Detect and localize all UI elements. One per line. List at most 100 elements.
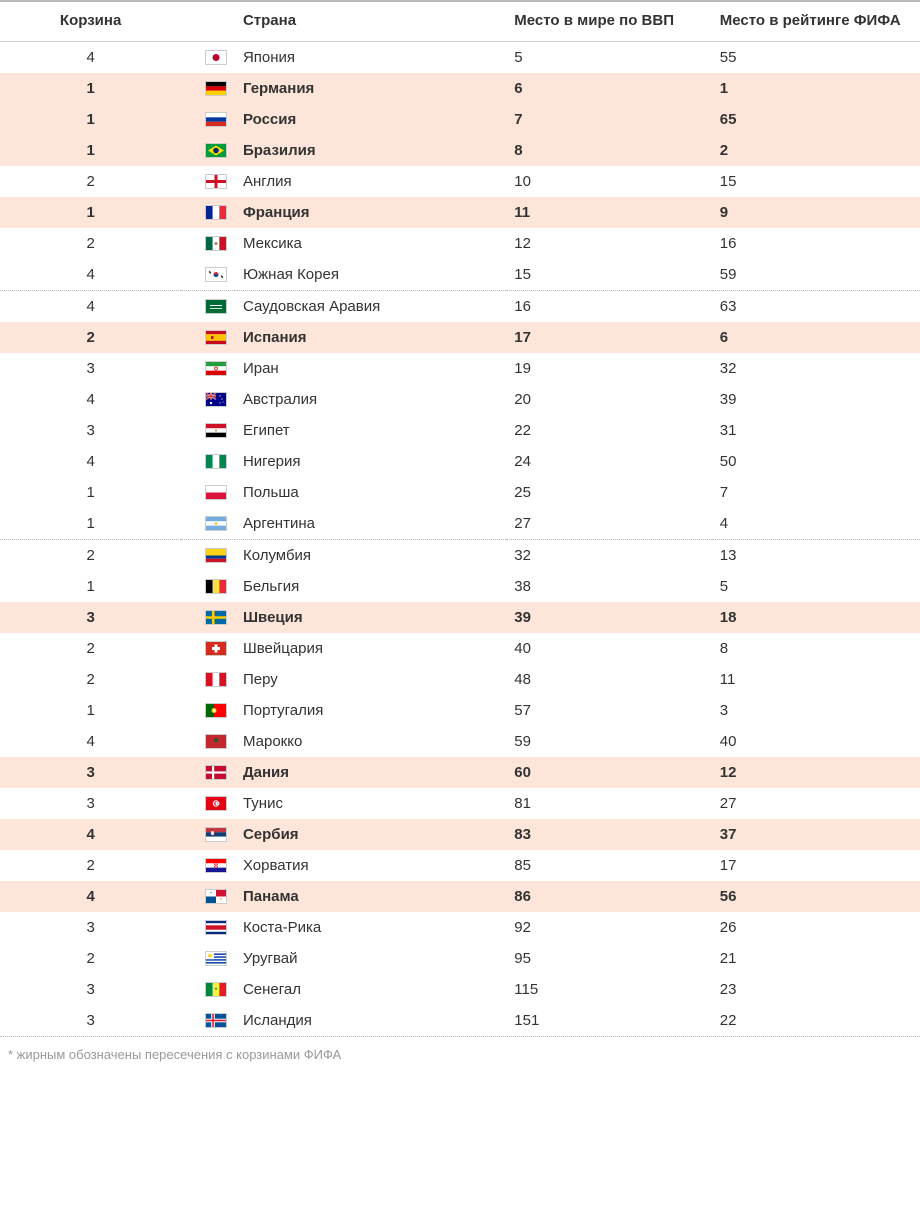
table-row: 3Тунис8127 — [0, 788, 920, 819]
cell-fifa: 8 — [712, 633, 920, 664]
cell-gdp: 38 — [506, 571, 711, 602]
cell-country: Польша — [235, 477, 506, 508]
header-row: Корзина Страна Место в мире по ВВП Место… — [0, 1, 920, 41]
flag-icon — [205, 889, 227, 904]
cell-flag — [181, 757, 235, 788]
cell-gdp: 92 — [506, 912, 711, 943]
cell-country: Австралия — [235, 384, 506, 415]
cell-pot: 2 — [0, 850, 181, 881]
cell-flag — [181, 571, 235, 602]
cell-country: Португалия — [235, 695, 506, 726]
cell-pot: 1 — [0, 135, 181, 166]
cell-flag — [181, 477, 235, 508]
cell-gdp: 12 — [506, 228, 711, 259]
table-row: 4Нигерия2450 — [0, 446, 920, 477]
cell-pot: 4 — [0, 291, 181, 322]
cell-gdp: 24 — [506, 446, 711, 477]
cell-flag — [181, 291, 235, 322]
cell-flag — [181, 664, 235, 695]
cell-fifa: 23 — [712, 974, 920, 1005]
cell-gdp: 19 — [506, 353, 711, 384]
cell-pot: 3 — [0, 602, 181, 633]
cell-flag — [181, 446, 235, 477]
flag-icon — [205, 858, 227, 873]
cell-flag — [181, 415, 235, 446]
cell-gdp: 22 — [506, 415, 711, 446]
flag-icon — [205, 50, 227, 65]
cell-country: Южная Корея — [235, 259, 506, 291]
table-row: 1Бразилия82 — [0, 135, 920, 166]
cell-gdp: 81 — [506, 788, 711, 819]
cell-flag — [181, 943, 235, 974]
flag-icon — [205, 205, 227, 220]
cell-flag — [181, 974, 235, 1005]
cell-flag — [181, 228, 235, 259]
cell-fifa: 39 — [712, 384, 920, 415]
cell-pot: 3 — [0, 1005, 181, 1036]
flag-icon — [205, 827, 227, 842]
table-row: 3Исландия15122 — [0, 1005, 920, 1036]
cell-pot: 4 — [0, 446, 181, 477]
cell-country: Англия — [235, 166, 506, 197]
cell-pot: 3 — [0, 353, 181, 384]
cell-fifa: 6 — [712, 322, 920, 353]
flag-icon — [205, 454, 227, 469]
cell-gdp: 151 — [506, 1005, 711, 1036]
cell-country: Германия — [235, 73, 506, 104]
ranking-table: Корзина Страна Место в мире по ВВП Место… — [0, 0, 920, 1036]
cell-fifa: 16 — [712, 228, 920, 259]
cell-flag — [181, 788, 235, 819]
cell-country: Швеция — [235, 602, 506, 633]
cell-country: Исландия — [235, 1005, 506, 1036]
table-row: 4Япония555 — [0, 41, 920, 73]
flag-icon — [205, 81, 227, 96]
cell-pot: 1 — [0, 104, 181, 135]
cell-gdp: 95 — [506, 943, 711, 974]
cell-pot: 3 — [0, 788, 181, 819]
cell-country: Уругвай — [235, 943, 506, 974]
cell-fifa: 12 — [712, 757, 920, 788]
col-header-flag — [181, 1, 235, 41]
col-header-country: Страна — [235, 1, 506, 41]
cell-pot: 4 — [0, 726, 181, 757]
cell-pot: 3 — [0, 415, 181, 446]
cell-fifa: 21 — [712, 943, 920, 974]
flag-icon — [205, 143, 227, 158]
cell-pot: 2 — [0, 633, 181, 664]
cell-gdp: 8 — [506, 135, 711, 166]
cell-pot: 2 — [0, 166, 181, 197]
cell-gdp: 57 — [506, 695, 711, 726]
cell-country: Франция — [235, 197, 506, 228]
cell-gdp: 7 — [506, 104, 711, 135]
cell-gdp: 32 — [506, 540, 711, 571]
cell-fifa: 50 — [712, 446, 920, 477]
cell-flag — [181, 322, 235, 353]
cell-fifa: 4 — [712, 508, 920, 540]
cell-flag — [181, 726, 235, 757]
flag-icon — [205, 982, 227, 997]
cell-flag — [181, 166, 235, 197]
flag-icon — [205, 485, 227, 500]
cell-country: Мексика — [235, 228, 506, 259]
cell-country: Коста-Рика — [235, 912, 506, 943]
cell-gdp: 27 — [506, 508, 711, 540]
flag-icon — [205, 330, 227, 345]
flag-icon — [205, 672, 227, 687]
flag-icon — [205, 703, 227, 718]
table-row: 1Франция119 — [0, 197, 920, 228]
cell-pot: 3 — [0, 757, 181, 788]
table-row: 3Дания6012 — [0, 757, 920, 788]
footnote: * жирным обозначены пересечения с корзин… — [0, 1036, 920, 1082]
table-row: 2Англия1015 — [0, 166, 920, 197]
cell-pot: 4 — [0, 384, 181, 415]
flag-icon — [205, 361, 227, 376]
cell-fifa: 1 — [712, 73, 920, 104]
flag-icon — [205, 641, 227, 656]
cell-fifa: 17 — [712, 850, 920, 881]
cell-country: Сербия — [235, 819, 506, 850]
cell-gdp: 85 — [506, 850, 711, 881]
cell-pot: 2 — [0, 228, 181, 259]
flag-icon — [205, 734, 227, 749]
cell-flag — [181, 353, 235, 384]
cell-gdp: 83 — [506, 819, 711, 850]
